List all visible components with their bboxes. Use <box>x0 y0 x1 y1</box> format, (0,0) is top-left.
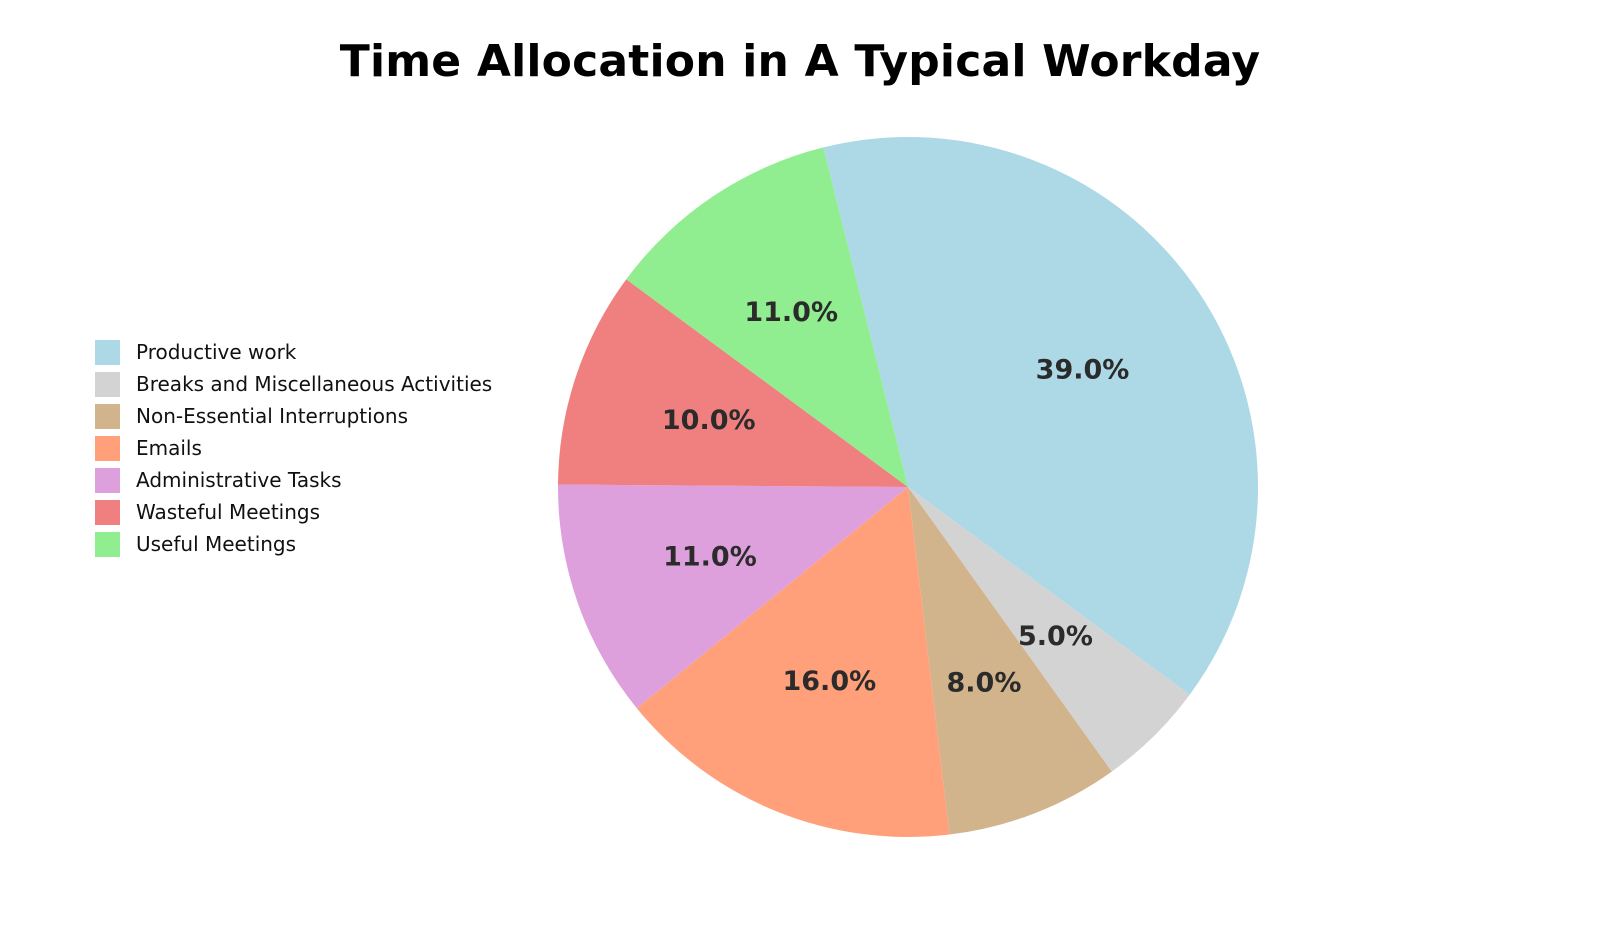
chart-title: Time Allocation in A Typical Workday <box>339 36 1261 87</box>
pie-slice <box>626 147 908 487</box>
chart-legend: Productive work Breaks and Miscellaneous … <box>95 336 492 560</box>
legend-swatch <box>95 403 120 429</box>
slice-label: 16.0% <box>782 666 876 697</box>
legend-item: Wasteful Meetings <box>95 496 492 528</box>
legend-item: Productive work <box>95 336 492 368</box>
legend-item: Emails <box>95 432 492 464</box>
slice-label: 11.0% <box>744 297 838 328</box>
legend-swatch <box>95 499 120 525</box>
legend-item: Administrative Tasks <box>95 464 492 496</box>
slice-label: 11.0% <box>663 541 757 572</box>
legend-label: Administrative Tasks <box>136 468 342 492</box>
legend-swatch <box>95 531 120 557</box>
legend-swatch <box>95 371 120 397</box>
slice-label: 8.0% <box>946 667 1021 698</box>
legend-item: Useful Meetings <box>95 528 492 560</box>
legend-item: Breaks and Miscellaneous Activities <box>95 368 492 400</box>
slice-label: 10.0% <box>662 405 756 436</box>
legend-label: Productive work <box>136 340 297 364</box>
pie-slice <box>558 279 908 487</box>
slice-label: 39.0% <box>1036 355 1130 386</box>
legend-swatch <box>95 467 120 493</box>
pie-slice <box>636 487 950 838</box>
slice-label: 5.0% <box>1018 621 1093 652</box>
pie-slice <box>558 484 908 709</box>
legend-item: Non-Essential Interruptions <box>95 400 492 432</box>
legend-swatch <box>95 435 120 461</box>
legend-label: Non-Essential Interruptions <box>136 404 409 428</box>
pie-slice <box>908 487 1190 772</box>
pie-slice <box>908 487 1112 835</box>
legend-label: Wasteful Meetings <box>136 500 321 524</box>
legend-label: Useful Meetings <box>136 532 297 556</box>
legend-label: Emails <box>136 436 202 460</box>
legend-label: Breaks and Miscellaneous Activities <box>136 372 493 396</box>
pie-slice <box>823 137 1258 695</box>
legend-swatch <box>95 339 120 365</box>
